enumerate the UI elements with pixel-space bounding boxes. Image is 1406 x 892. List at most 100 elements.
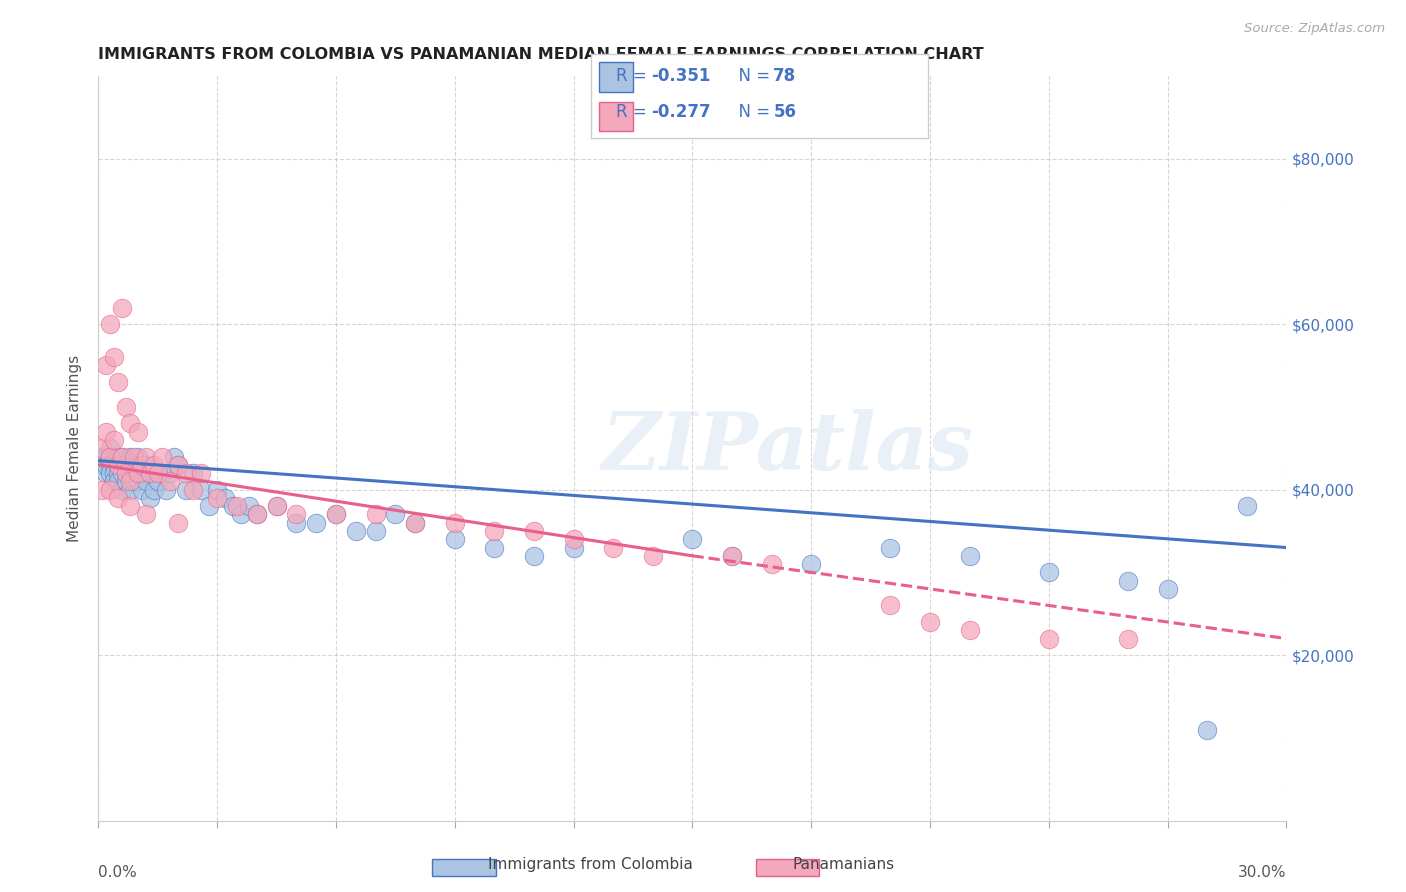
Point [205,483,228,497]
Point [91,450,114,464]
Point [98,466,121,480]
Point [96,458,118,472]
Point [127,450,149,464]
Point [344,524,367,538]
Point [98,441,121,455]
Point [159,475,181,489]
Point [285,516,308,530]
Point [115,466,138,480]
Point [238,499,260,513]
Point [166,516,188,530]
Point [131,483,153,497]
Point [641,549,664,563]
Point [562,533,585,547]
Point [325,508,347,522]
Point [111,466,134,480]
Point [103,433,125,447]
Point [139,491,162,505]
Text: R =: R = [616,67,652,85]
Text: Panamanians: Panamanians [793,857,894,872]
Point [107,458,129,472]
Point [122,458,145,472]
Point [107,450,129,464]
Point [879,541,901,555]
Point [115,475,138,489]
Point [444,516,467,530]
Text: ZIPatlas: ZIPatlas [602,409,973,487]
Point [96,450,118,464]
Point [146,475,169,489]
Point [920,615,942,629]
Bar [433,858,496,876]
Bar [756,858,820,876]
Text: N =: N = [728,67,776,85]
Point [135,475,157,489]
Point [139,466,162,480]
Point [107,466,129,480]
Point [562,541,585,555]
Point [150,466,173,480]
Point [120,483,142,497]
Point [115,400,138,414]
Point [159,466,181,480]
Bar [599,62,633,92]
Point [879,599,901,613]
Point [246,508,269,522]
Text: Immigrants from Colombia: Immigrants from Colombia [488,857,693,872]
Text: N =: N = [728,103,776,120]
Point [190,483,212,497]
Point [142,466,165,480]
Point [404,516,426,530]
Text: IMMIGRANTS FROM COLOMBIA VS PANAMANIAN MEDIAN FEMALE EARNINGS CORRELATION CHART: IMMIGRANTS FROM COLOMBIA VS PANAMANIAN M… [98,47,984,62]
Point [183,466,205,480]
Point [484,541,506,555]
Point [131,458,153,472]
Point [107,458,129,472]
Point [131,466,153,480]
Point [183,483,205,497]
Point [166,458,188,472]
Point [120,499,142,513]
Point [107,475,129,489]
Point [91,441,114,455]
Point [107,375,129,389]
Point [229,508,252,522]
Point [107,491,129,505]
Text: -0.277: -0.277 [651,103,710,120]
Point [96,466,118,480]
Point [98,317,121,331]
Point [761,557,783,571]
Point [1156,582,1178,596]
Point [681,533,703,547]
Point [115,466,138,480]
Text: 0.0%: 0.0% [98,865,138,880]
Point [146,466,169,480]
Point [127,475,149,489]
Point [214,491,236,505]
Point [103,450,125,464]
Point [959,624,981,638]
Point [98,450,121,464]
Point [135,458,157,472]
Point [444,533,467,547]
Point [103,350,125,364]
Point [122,450,145,464]
Y-axis label: Median Female Earnings: Median Female Earnings [67,355,83,541]
Point [103,458,125,472]
Point [135,508,157,522]
Point [1116,574,1139,588]
Point [120,475,142,489]
Point [111,483,134,497]
Point [142,458,165,472]
Point [103,466,125,480]
Point [1116,632,1139,646]
Point [115,458,138,472]
Point [602,541,624,555]
Point [127,425,149,439]
Point [111,458,134,472]
Point [222,499,245,513]
Point [174,483,197,497]
Point [120,466,142,480]
Point [122,475,145,489]
Point [96,359,118,373]
